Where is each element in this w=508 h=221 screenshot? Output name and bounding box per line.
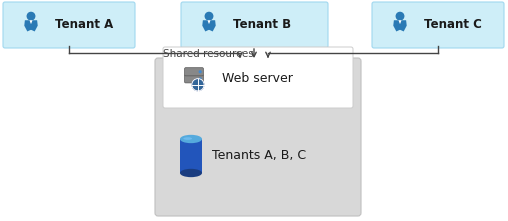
Circle shape <box>199 71 201 73</box>
Text: Tenant B: Tenant B <box>233 17 291 30</box>
FancyBboxPatch shape <box>181 2 328 48</box>
FancyBboxPatch shape <box>163 47 353 108</box>
Polygon shape <box>398 20 401 24</box>
Polygon shape <box>24 20 38 31</box>
Text: Web server: Web server <box>222 72 293 84</box>
FancyBboxPatch shape <box>184 75 203 83</box>
Circle shape <box>205 12 213 20</box>
FancyBboxPatch shape <box>372 2 504 48</box>
Text: Tenant A: Tenant A <box>55 17 113 30</box>
Circle shape <box>199 78 201 80</box>
FancyBboxPatch shape <box>155 58 361 216</box>
Polygon shape <box>202 20 216 31</box>
Polygon shape <box>29 20 33 24</box>
Ellipse shape <box>183 137 192 140</box>
Text: Tenants A, B, C: Tenants A, B, C <box>212 149 306 162</box>
FancyBboxPatch shape <box>184 68 203 76</box>
Polygon shape <box>207 20 210 24</box>
Polygon shape <box>393 20 407 31</box>
Ellipse shape <box>180 135 202 143</box>
Text: Shared resources: Shared resources <box>163 49 254 59</box>
Circle shape <box>27 12 35 20</box>
Text: Tenant C: Tenant C <box>424 17 482 30</box>
Ellipse shape <box>180 169 202 177</box>
FancyBboxPatch shape <box>3 2 135 48</box>
Circle shape <box>192 79 204 91</box>
Bar <box>180 139 202 173</box>
Circle shape <box>396 12 404 20</box>
